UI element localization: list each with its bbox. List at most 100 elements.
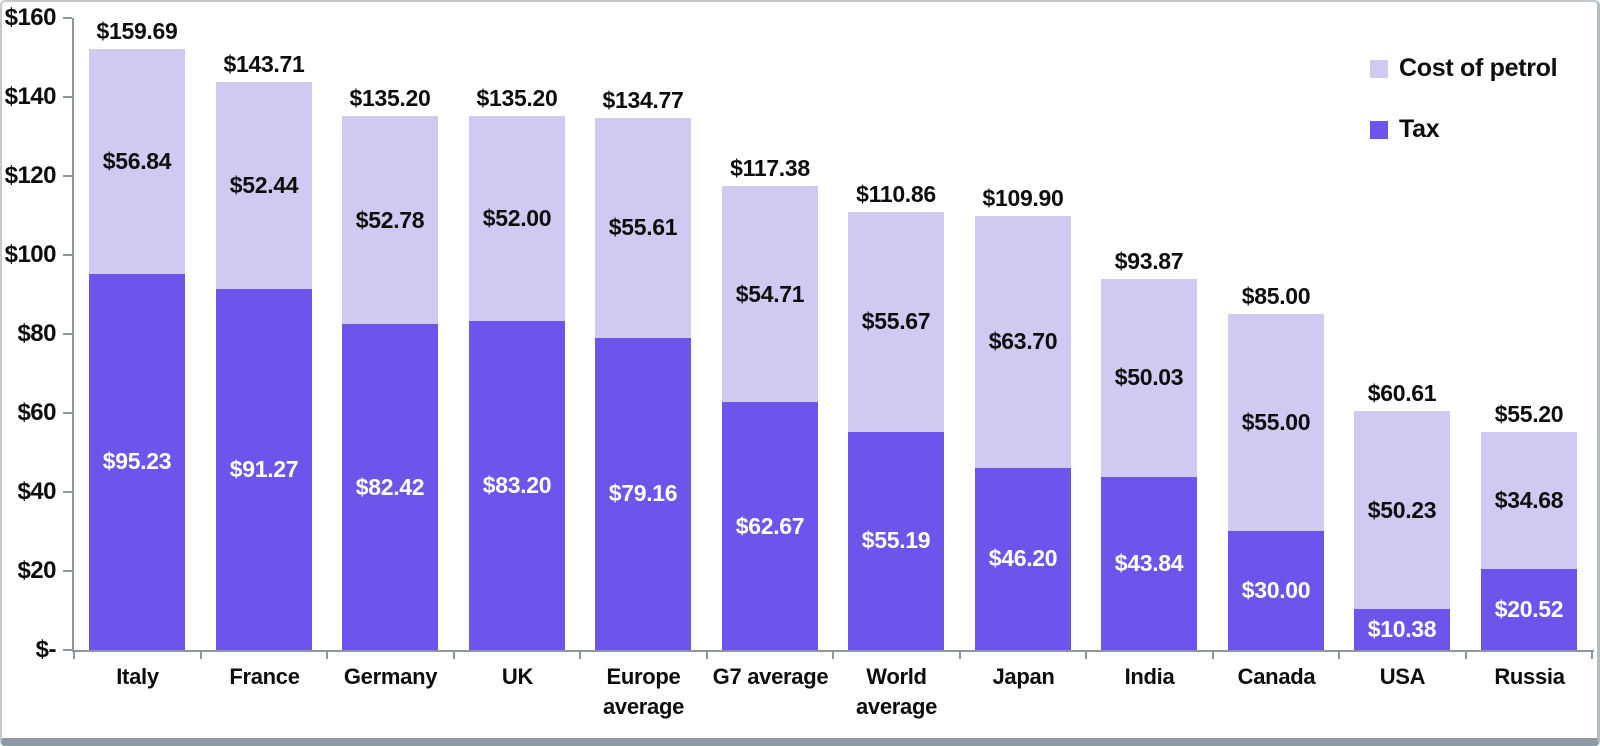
bar-segment-tax: $79.16 xyxy=(595,337,691,650)
cost-of-petrol-value-label: $55.67 xyxy=(861,308,931,335)
bar-total-label: $134.77 xyxy=(602,87,684,113)
y-axis-tick-label: $160 xyxy=(4,4,57,31)
y-axis-tick-label: $60 xyxy=(17,399,56,426)
bar-total-label: $110.86 xyxy=(856,181,936,207)
tax-value-label: $91.27 xyxy=(229,456,299,483)
bar-total-label: $117.38 xyxy=(730,155,810,181)
cost-of-petrol-value-label: $63.70 xyxy=(988,328,1058,355)
tax-value-label: $83.20 xyxy=(482,472,552,499)
bar-europe: $55.61 $79.16 xyxy=(595,118,691,650)
y-axis-tick-label: $80 xyxy=(17,320,56,347)
cost-of-petrol-value-label: $55.00 xyxy=(1241,409,1311,436)
x-axis-tick xyxy=(73,650,75,659)
bar-segment-cost-of-petrol: $56.84 xyxy=(89,49,185,274)
bar-india: $50.03 $43.84 xyxy=(1101,279,1197,650)
legend-label-cost-of-petrol: Cost of petrol xyxy=(1399,54,1558,82)
x-axis-tick xyxy=(453,650,455,659)
legend-item-cost-of-petrol: Cost of petrol xyxy=(1370,54,1558,83)
y-axis-tick xyxy=(63,333,72,335)
tax-value-label: $82.42 xyxy=(355,473,425,500)
tax-value-label: $10.38 xyxy=(1367,616,1437,643)
tax-value-label: $30.00 xyxy=(1241,577,1311,604)
x-axis-tick xyxy=(1212,650,1214,659)
bar-total-label: $135.20 xyxy=(349,85,431,111)
legend-swatch-tax xyxy=(1370,120,1388,139)
x-axis-tick xyxy=(1465,650,1467,659)
x-axis-tick xyxy=(1591,650,1593,659)
bar-segment-tax: $20.52 xyxy=(1481,568,1577,650)
cost-of-petrol-value-label: $52.78 xyxy=(355,206,425,233)
bar-total-label: $85.00 xyxy=(1241,283,1311,309)
bar-segment-cost-of-petrol: $52.78 xyxy=(342,116,438,325)
x-axis-tick xyxy=(1085,650,1087,659)
tax-value-label: $62.67 xyxy=(735,512,805,539)
y-axis-tick xyxy=(63,412,72,414)
x-axis-category-label: Japan xyxy=(992,664,1055,689)
bar-total-label: $55.20 xyxy=(1494,401,1564,427)
bar-segment-tax: $55.19 xyxy=(848,431,944,650)
y-axis-tick-label: $120 xyxy=(4,162,57,189)
cost-of-petrol-value-label: $50.03 xyxy=(1114,364,1184,391)
bar-segment-tax: $30.00 xyxy=(1228,531,1324,650)
y-axis-tick xyxy=(63,570,72,572)
x-axis-category-label: Europe average xyxy=(602,664,685,719)
bar-segment-tax: $82.42 xyxy=(342,324,438,650)
bar-segment-cost-of-petrol: $52.44 xyxy=(216,82,312,290)
cost-of-petrol-value-label: $52.00 xyxy=(482,205,552,232)
y-axis-tick xyxy=(63,649,72,651)
bar-segment-cost-of-petrol: $54.71 xyxy=(722,186,818,403)
bar-usa: $50.23 $10.38 xyxy=(1354,411,1450,650)
x-axis-category-label: India xyxy=(1124,664,1175,689)
bar-g7-average: $54.71 $62.67 xyxy=(722,186,818,650)
bar-segment-cost-of-petrol: $55.00 xyxy=(1228,314,1324,532)
y-axis-tick xyxy=(63,175,72,177)
bar-segment-cost-of-petrol: $55.67 xyxy=(848,212,944,432)
bar-segment-tax: $83.20 xyxy=(469,321,565,650)
cost-of-petrol-value-label: $52.44 xyxy=(229,172,299,199)
bar-segment-cost-of-petrol: $34.68 xyxy=(1481,432,1577,569)
x-axis-tick xyxy=(579,650,581,659)
bar-segment-cost-of-petrol: $63.70 xyxy=(975,216,1071,468)
bar-segment-cost-of-petrol: $52.00 xyxy=(469,116,565,322)
bar-segment-cost-of-petrol: $50.23 xyxy=(1354,411,1450,610)
x-axis-tick xyxy=(200,650,202,659)
y-axis-tick xyxy=(63,17,72,19)
x-axis-category-label: France xyxy=(229,664,300,689)
bar-total-label: $159.69 xyxy=(96,18,178,44)
bar-segment-tax: $95.23 xyxy=(89,273,185,650)
y-axis-tick-label: $20 xyxy=(17,557,56,584)
x-axis-category-label: G7 average xyxy=(712,664,829,689)
bar-segment-tax: $10.38 xyxy=(1354,609,1450,650)
bar-total-label: $93.87 xyxy=(1114,248,1184,274)
bar-total-label: $109.90 xyxy=(982,185,1064,211)
bar-segment-tax: $91.27 xyxy=(216,289,312,650)
cost-of-petrol-value-label: $54.71 xyxy=(735,280,805,307)
tax-value-label: $95.23 xyxy=(102,448,172,475)
x-axis-category-label: Russia xyxy=(1494,664,1565,689)
legend-label-tax: Tax xyxy=(1399,115,1440,143)
y-axis-tick xyxy=(63,254,72,256)
bar-segment-tax: $62.67 xyxy=(722,402,818,650)
bar-total-label: $60.61 xyxy=(1367,380,1437,406)
bar-segment-cost-of-petrol: $50.03 xyxy=(1101,279,1197,477)
cost-of-petrol-value-label: $50.23 xyxy=(1367,496,1437,523)
bar-france: $52.44 $91.27 xyxy=(216,82,312,650)
bar-italy: $56.84 $95.23 xyxy=(89,49,185,650)
bar-japan: $63.70 $46.20 xyxy=(975,216,1071,650)
tax-value-label: $55.19 xyxy=(861,527,931,554)
x-axis-category-label: UK xyxy=(501,664,534,689)
bar-segment-tax: $43.84 xyxy=(1101,476,1197,650)
x-axis-tick xyxy=(959,650,961,659)
legend: Cost of petrol Tax xyxy=(1370,54,1558,176)
tax-value-label: $20.52 xyxy=(1494,595,1564,622)
bar-canada: $55.00 $30.00 xyxy=(1228,314,1324,650)
y-axis-tick-label: $- xyxy=(35,636,57,663)
x-axis-tick xyxy=(1338,650,1340,659)
y-axis-line xyxy=(72,18,74,652)
bar-total-label: $143.71 xyxy=(223,51,305,77)
bar-world: $55.67 $55.19 xyxy=(848,212,944,650)
tax-value-label: $46.20 xyxy=(988,545,1058,572)
x-axis-category-label: Germany xyxy=(343,664,438,689)
